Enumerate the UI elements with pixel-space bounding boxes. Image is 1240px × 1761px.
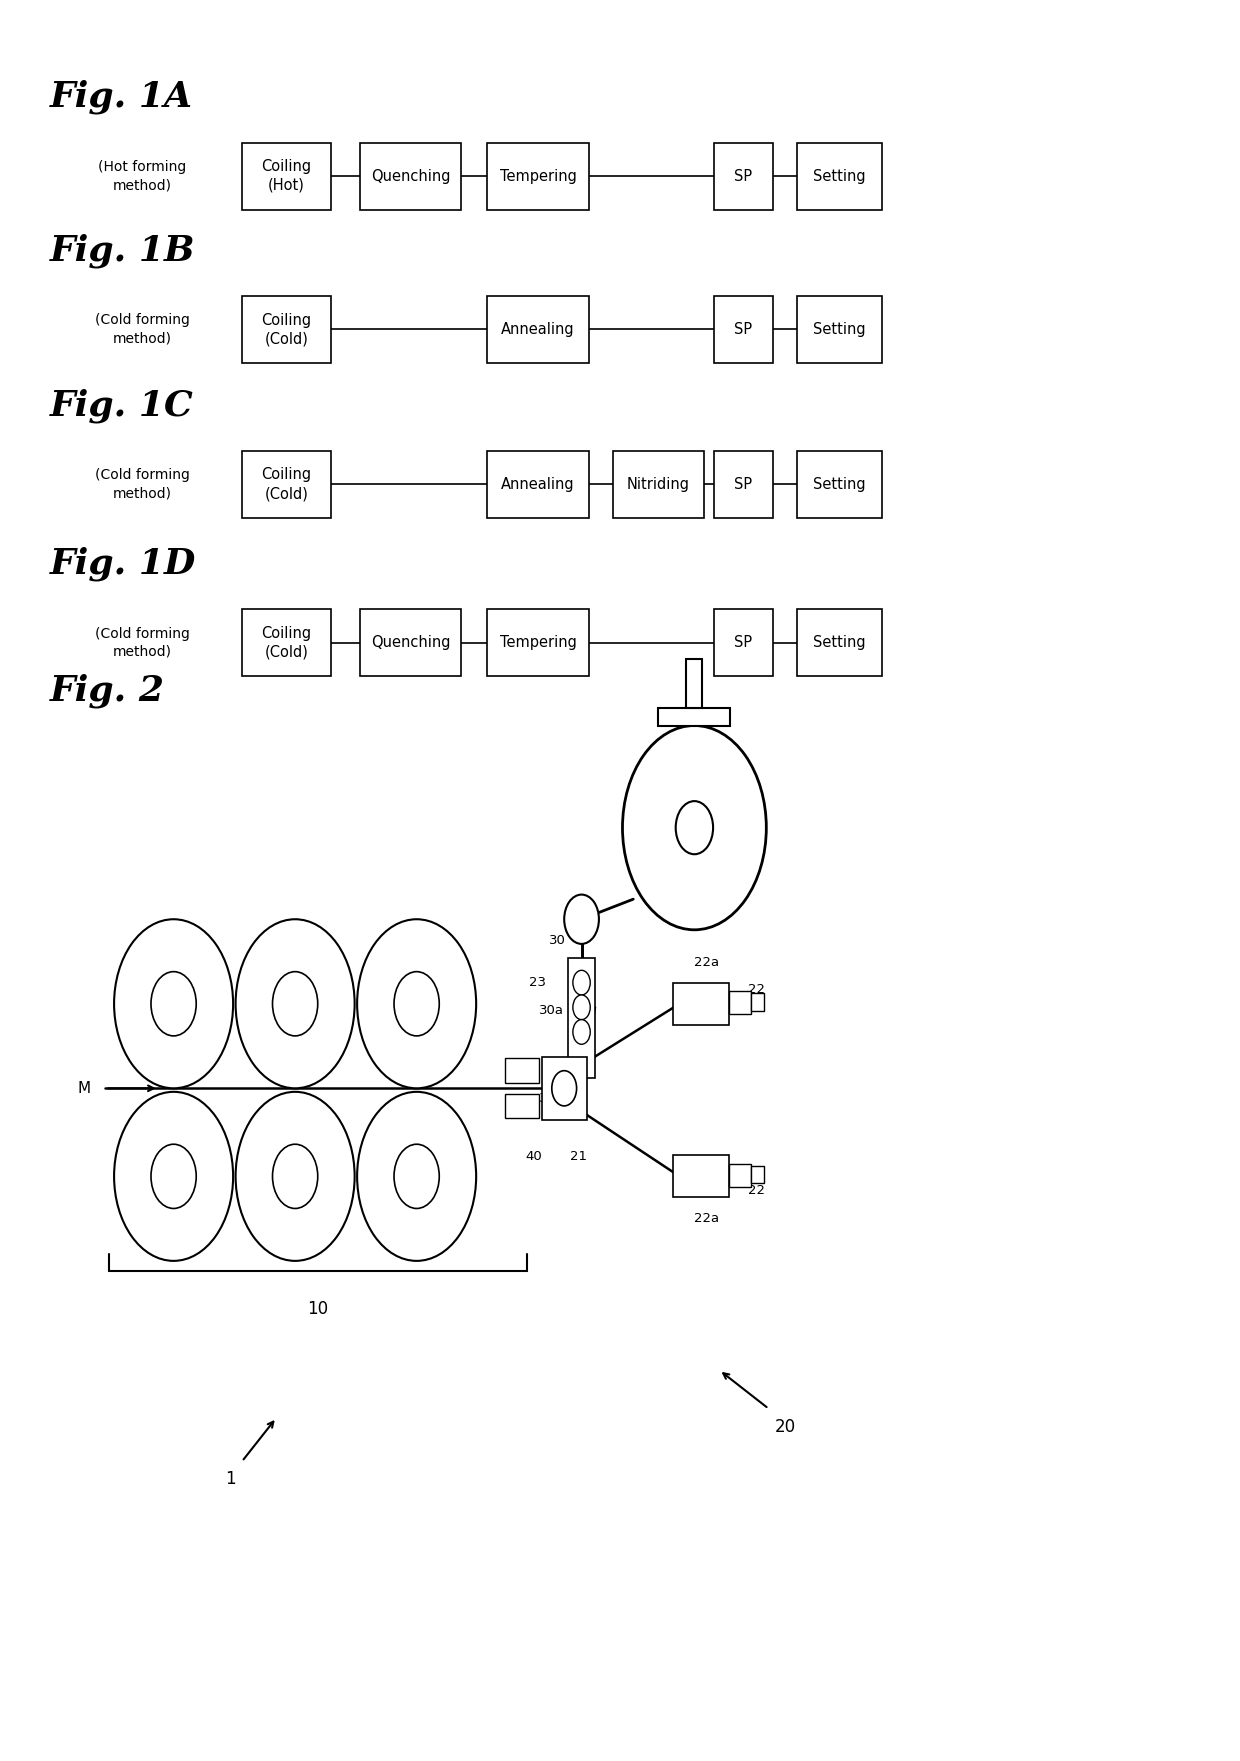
Circle shape <box>573 1020 590 1044</box>
Text: Setting: Setting <box>813 169 866 183</box>
Bar <box>568 958 595 1078</box>
Text: Quenching: Quenching <box>371 636 450 650</box>
Text: Fig. 1D: Fig. 1D <box>50 546 196 581</box>
Text: 40: 40 <box>525 1150 542 1162</box>
Bar <box>797 609 882 676</box>
Text: 10: 10 <box>306 1300 329 1317</box>
Circle shape <box>552 1071 577 1106</box>
Text: Setting: Setting <box>813 322 866 336</box>
Bar <box>487 609 589 676</box>
Bar <box>487 451 589 518</box>
Text: Tempering: Tempering <box>500 169 577 183</box>
Text: 30b: 30b <box>539 1092 564 1106</box>
Bar <box>673 983 729 1025</box>
Text: Setting: Setting <box>813 636 866 650</box>
Text: 20: 20 <box>775 1418 796 1435</box>
Bar <box>505 1058 539 1083</box>
Circle shape <box>564 895 599 944</box>
Bar <box>242 609 331 676</box>
Bar <box>714 143 773 210</box>
Text: SP: SP <box>734 636 753 650</box>
Bar <box>613 451 704 518</box>
Circle shape <box>236 919 355 1088</box>
Circle shape <box>573 970 590 995</box>
Text: Setting: Setting <box>813 477 866 491</box>
Text: SP: SP <box>734 322 753 336</box>
Text: (Cold forming
method): (Cold forming method) <box>95 627 190 659</box>
Text: Coiling
(Cold): Coiling (Cold) <box>262 467 311 502</box>
Text: SP: SP <box>734 477 753 491</box>
Bar <box>487 143 589 210</box>
Bar <box>542 1057 587 1120</box>
Bar <box>729 1164 751 1187</box>
Text: Coiling
(Cold): Coiling (Cold) <box>262 625 311 660</box>
Text: Fig. 1B: Fig. 1B <box>50 232 195 268</box>
Text: Coiling
(Hot): Coiling (Hot) <box>262 158 311 194</box>
Text: Fig. 2: Fig. 2 <box>50 673 165 708</box>
Circle shape <box>357 1092 476 1261</box>
Bar <box>714 451 773 518</box>
Text: Fig. 1A: Fig. 1A <box>50 79 192 114</box>
Bar <box>714 296 773 363</box>
Bar <box>487 296 589 363</box>
Circle shape <box>273 1145 317 1208</box>
Text: Coiling
(Cold): Coiling (Cold) <box>262 312 311 347</box>
Text: Fig. 1C: Fig. 1C <box>50 387 193 423</box>
Text: M: M <box>77 1081 91 1095</box>
Text: Tempering: Tempering <box>500 636 577 650</box>
Bar <box>729 991 751 1014</box>
Text: Nitriding: Nitriding <box>627 477 689 491</box>
Text: (Cold forming
method): (Cold forming method) <box>95 313 190 345</box>
Circle shape <box>273 972 317 1035</box>
Circle shape <box>236 1092 355 1261</box>
Circle shape <box>114 919 233 1088</box>
Text: 22: 22 <box>748 983 765 997</box>
Text: (Hot forming
method): (Hot forming method) <box>98 160 187 192</box>
Bar <box>242 296 331 363</box>
Bar <box>242 451 331 518</box>
Bar <box>505 1094 539 1118</box>
Text: 30a: 30a <box>539 1004 564 1018</box>
Text: (Cold forming
method): (Cold forming method) <box>95 468 190 500</box>
Circle shape <box>114 1092 233 1261</box>
Text: 30: 30 <box>548 935 565 947</box>
Bar <box>797 143 882 210</box>
Circle shape <box>151 1145 196 1208</box>
Circle shape <box>622 726 766 930</box>
Text: 22a: 22a <box>694 1212 719 1224</box>
Circle shape <box>394 1145 439 1208</box>
Text: Annealing: Annealing <box>501 322 575 336</box>
Circle shape <box>573 995 590 1020</box>
Text: SP: SP <box>734 169 753 183</box>
Text: 21: 21 <box>570 1150 588 1162</box>
Bar <box>687 659 703 708</box>
Bar <box>751 993 764 1011</box>
Bar <box>797 451 882 518</box>
Bar <box>360 143 461 210</box>
Bar <box>714 609 773 676</box>
Bar <box>797 296 882 363</box>
Text: Quenching: Quenching <box>371 169 450 183</box>
Text: 1: 1 <box>224 1470 236 1488</box>
Bar <box>751 1166 764 1183</box>
Text: 22: 22 <box>748 1183 765 1197</box>
Circle shape <box>357 919 476 1088</box>
Circle shape <box>394 972 439 1035</box>
Bar <box>658 708 730 726</box>
Text: 23: 23 <box>528 976 546 990</box>
Bar <box>360 609 461 676</box>
Circle shape <box>676 801 713 854</box>
Bar <box>673 1155 729 1197</box>
Bar <box>242 143 331 210</box>
Text: Annealing: Annealing <box>501 477 575 491</box>
Circle shape <box>151 972 196 1035</box>
Text: 22a: 22a <box>694 956 719 969</box>
